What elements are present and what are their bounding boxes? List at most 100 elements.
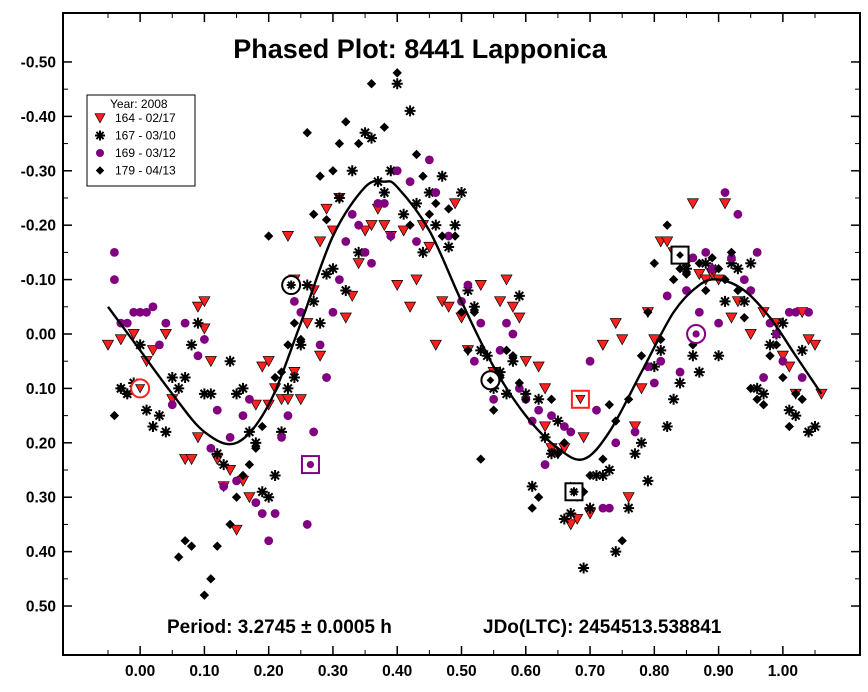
y-tick-label: 0.00 xyxy=(26,327,56,344)
data-point xyxy=(469,307,480,317)
data-point xyxy=(494,366,506,378)
data-point xyxy=(442,301,455,313)
data-point xyxy=(476,454,486,464)
data-point xyxy=(797,394,807,404)
data-point xyxy=(417,246,429,258)
data-point xyxy=(783,361,796,373)
data-point xyxy=(578,562,590,574)
data-point xyxy=(797,373,807,382)
y-tick-label: 0.20 xyxy=(26,435,56,452)
data-point xyxy=(622,492,635,504)
highlighted-marker xyxy=(692,330,700,338)
data-point xyxy=(353,246,365,258)
data-point xyxy=(752,394,762,404)
highlighted-marker xyxy=(306,460,315,469)
highlighted-point xyxy=(281,275,302,296)
data-point xyxy=(495,345,505,355)
data-point xyxy=(341,237,351,246)
data-point xyxy=(493,296,507,308)
data-point xyxy=(269,469,281,481)
data-point xyxy=(283,411,293,421)
data-point xyxy=(405,177,415,187)
data-point xyxy=(680,263,692,275)
data-point xyxy=(257,421,267,432)
data-point xyxy=(501,345,512,355)
data-point xyxy=(558,513,570,525)
data-point xyxy=(778,372,788,383)
data-point xyxy=(500,388,512,400)
highlighted-marker xyxy=(486,376,495,385)
data-point xyxy=(719,295,731,307)
data-point xyxy=(232,476,241,486)
data-point xyxy=(656,356,666,366)
data-point xyxy=(129,307,139,317)
data-point xyxy=(661,236,674,248)
data-point xyxy=(185,454,198,466)
data-point xyxy=(289,318,300,328)
data-point xyxy=(662,220,672,230)
legend-marker-triangle-down xyxy=(94,113,106,124)
data-point xyxy=(160,426,172,438)
data-point xyxy=(219,481,229,491)
data-point xyxy=(270,509,280,518)
data-point xyxy=(655,344,667,356)
data-point xyxy=(725,257,737,269)
data-point xyxy=(778,356,788,366)
data-point xyxy=(122,318,132,328)
data-point xyxy=(378,187,390,199)
data-point xyxy=(642,475,654,487)
data-point xyxy=(635,383,648,395)
x-tick-label: 0.50 xyxy=(446,663,476,680)
data-point xyxy=(256,361,269,373)
data-point xyxy=(668,274,679,285)
data-point xyxy=(546,394,557,404)
data-point xyxy=(116,383,126,394)
data-point xyxy=(346,165,358,177)
x-tick-label: 0.30 xyxy=(318,663,348,680)
data-point xyxy=(174,552,184,562)
data-point xyxy=(508,329,518,339)
data-point xyxy=(449,219,461,231)
data-point xyxy=(476,318,486,328)
data-point xyxy=(500,274,513,286)
data-point xyxy=(764,339,776,351)
data-point xyxy=(488,405,499,415)
data-point xyxy=(701,247,711,257)
data-point xyxy=(281,231,295,243)
data-point xyxy=(758,400,769,410)
data-point xyxy=(629,448,641,460)
data-point xyxy=(686,198,699,210)
data-point xyxy=(101,339,115,351)
data-point xyxy=(238,470,248,481)
data-point xyxy=(212,405,222,415)
data-point xyxy=(718,198,732,210)
highlighted-marker xyxy=(676,251,684,259)
data-point xyxy=(707,264,717,274)
data-point xyxy=(347,209,357,219)
data-point xyxy=(264,536,274,546)
y-tick-label: -0.30 xyxy=(21,163,56,180)
data-point xyxy=(604,503,614,513)
data-point xyxy=(733,285,743,296)
data-point xyxy=(339,312,352,324)
data-point xyxy=(739,275,749,284)
data-point xyxy=(431,198,441,209)
data-point xyxy=(142,307,151,317)
data-point xyxy=(527,503,537,513)
data-point xyxy=(694,258,704,268)
jdo-label: JDo(LTC): 2454513.538841 xyxy=(483,617,722,638)
data-point xyxy=(308,295,320,307)
highlighted-marker xyxy=(286,280,296,290)
legend-label: 167 - 03/10 xyxy=(115,129,176,143)
legend: Year: 2008 164 - 02/17 167 - 03/10 169 - 0… xyxy=(86,94,196,187)
data-point xyxy=(404,105,416,117)
data-point xyxy=(146,345,160,357)
data-point xyxy=(752,247,762,257)
data-point xyxy=(167,400,177,410)
highlighted-point xyxy=(670,245,690,265)
data-point xyxy=(328,166,338,176)
highlighted-marker xyxy=(569,487,579,497)
data-point xyxy=(327,263,339,275)
data-point xyxy=(463,345,473,355)
data-point xyxy=(224,355,236,367)
